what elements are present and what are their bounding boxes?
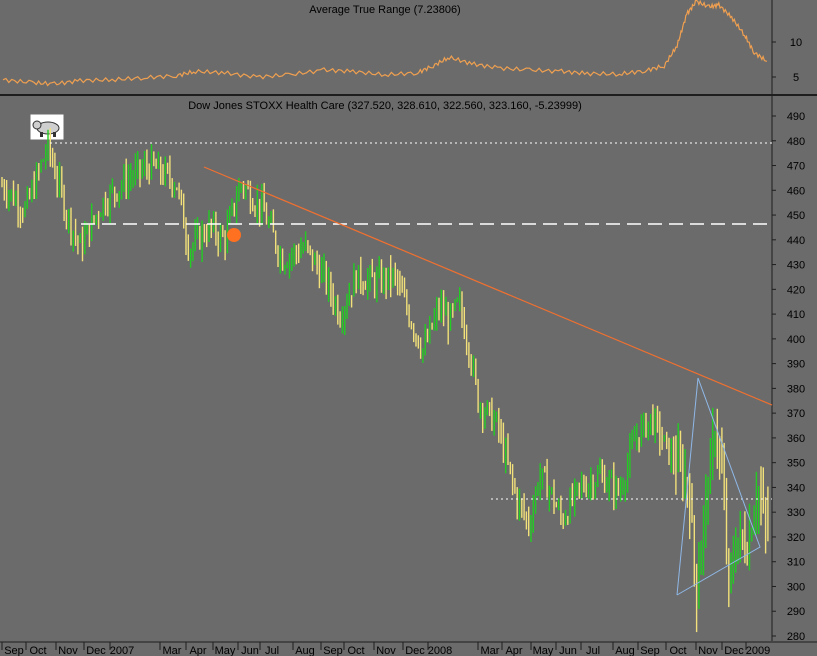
x-tick-label: Mar: [481, 645, 500, 656]
x-tick-label: Sep: [323, 645, 343, 656]
price-y-tick-label: 340: [787, 482, 805, 494]
price-y-tick-label: 290: [787, 606, 805, 618]
x-tick-label: 2008: [428, 645, 452, 656]
price-y-tick-label: 460: [787, 185, 805, 197]
x-tick-label: Oct: [29, 645, 46, 656]
x-tick-label: Aug: [615, 645, 635, 656]
price-y-tick-label: 490: [787, 111, 805, 123]
x-tick-label: Apr: [505, 645, 522, 656]
atr-panel: Average True Range (7.23806) 5 10: [2, 0, 802, 94]
x-tick-label: Sep: [4, 645, 24, 656]
price-y-tick-label: 280: [787, 631, 805, 643]
price-y-tick-label: 370: [787, 408, 805, 420]
downtrend-line: [203, 166, 773, 406]
atr-line: [2, 0, 768, 87]
atr-y-tick-label: 10: [790, 37, 802, 49]
atr-title: Average True Range (7.23806): [309, 4, 460, 16]
x-tick-label: Sep: [640, 645, 660, 656]
x-tick-label: Oct: [347, 645, 364, 656]
price-title: Dow Jones STOXX Health Care (327.520, 32…: [188, 100, 582, 112]
x-tick-label: Dec: [724, 645, 744, 656]
price-panel: Dow Jones STOXX Health Care (327.520, 32…: [1, 96, 805, 643]
price-y-tick-label: 300: [787, 581, 805, 593]
x-tick-label: May: [533, 645, 554, 656]
price-y-tick-label: 350: [787, 458, 805, 470]
price-y-tick-label: 410: [787, 309, 805, 321]
price-bars: [1, 128, 769, 633]
price-y-tick-label: 330: [787, 507, 805, 519]
x-tick-label: Jul: [265, 645, 279, 656]
x-tick-label: Apr: [189, 645, 206, 656]
x-tick-label: May: [215, 645, 236, 656]
price-y-tick-label: 450: [787, 210, 805, 222]
price-y-tick-label: 310: [787, 557, 805, 569]
x-tick-label: Jul: [586, 645, 600, 656]
triangle-left-side: [676, 377, 699, 596]
price-y-axis: 280 290 300 310 320 330 340 350 360 370 380 390 400 4…: [771, 96, 805, 643]
x-axis: Sep Oct Nov Dec 2007 Mar Apr May Jun Jul Aug Sep Oct…: [1, 642, 770, 656]
price-y-tick-label: 380: [787, 383, 805, 395]
x-tick-label: Jun: [241, 645, 259, 656]
price-y-tick-label: 420: [787, 284, 805, 296]
x-tick-label: Aug: [295, 645, 315, 656]
price-y-tick-label: 360: [787, 433, 805, 445]
price-y-tick-label: 480: [787, 136, 805, 148]
x-tick-label: Jun: [559, 645, 577, 656]
price-y-tick-label: 440: [787, 235, 805, 247]
x-tick-label: Oct: [669, 645, 686, 656]
price-y-tick-label: 400: [787, 334, 805, 346]
price-y-tick-label: 320: [787, 532, 805, 544]
atr-y-axis: 5 10: [771, 0, 802, 94]
x-tick-label: Dec: [405, 645, 425, 656]
triangle-pattern: [676, 377, 761, 596]
x-tick-label: Nov: [376, 645, 396, 656]
bear-icon: [30, 114, 64, 140]
x-tick-label: Mar: [163, 645, 182, 656]
price-y-tick-label: 470: [787, 161, 805, 173]
x-tick-label: Dec: [86, 645, 106, 656]
signal-marker: [227, 228, 241, 242]
x-tick-label: 2007: [110, 645, 134, 656]
price-y-tick-label: 430: [787, 260, 805, 272]
atr-y-tick-label: 5: [793, 72, 799, 84]
x-tick-label: Nov: [58, 645, 78, 656]
x-tick-label: Nov: [698, 645, 718, 656]
price-y-tick-label: 390: [787, 359, 805, 371]
x-tick-label: 2009: [746, 645, 770, 656]
